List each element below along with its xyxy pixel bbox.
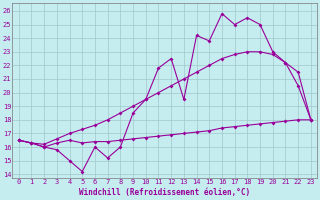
X-axis label: Windchill (Refroidissement éolien,°C): Windchill (Refroidissement éolien,°C): [79, 188, 250, 197]
